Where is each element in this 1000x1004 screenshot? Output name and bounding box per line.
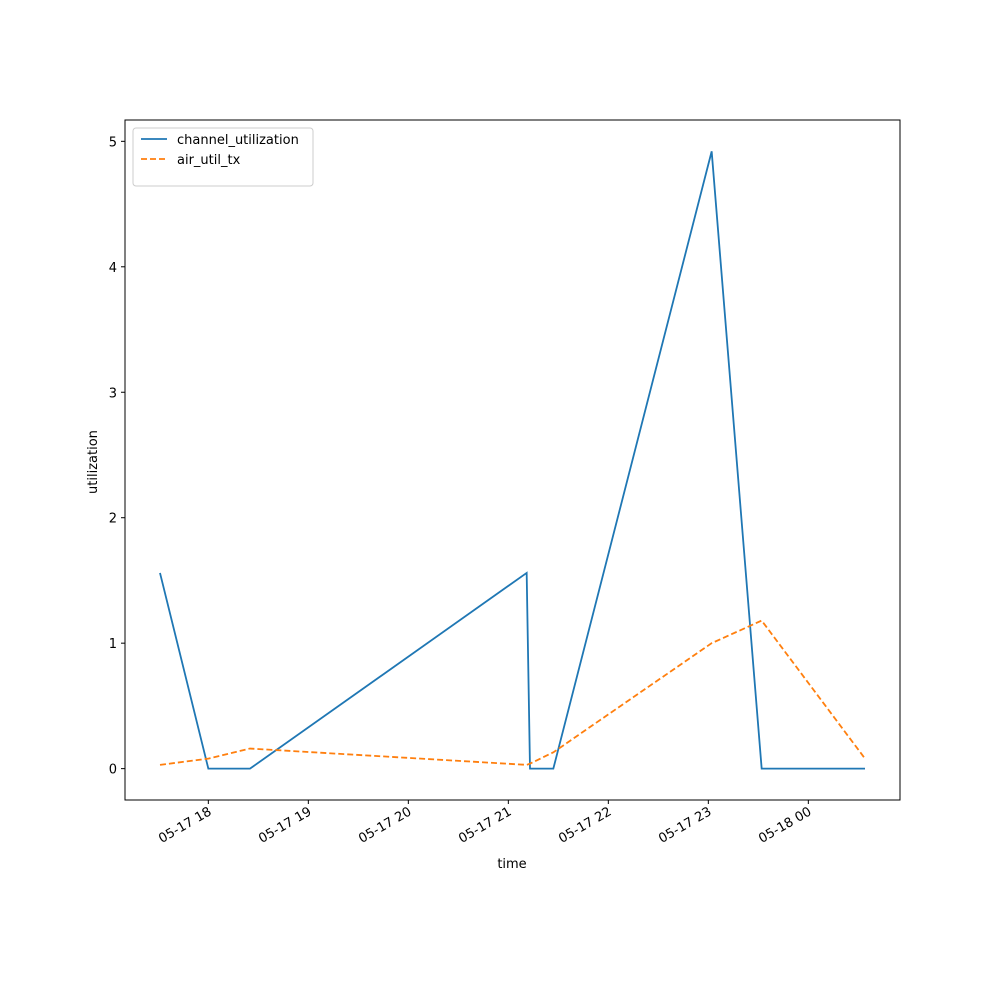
series-line [159,619,866,766]
legend: channel_utilization air_util_tx [132,127,314,187]
legend-label: channel_utilization [177,133,299,148]
y-tick-label: 4 [109,261,117,276]
x-axis-label: time [497,857,526,872]
y-tick-label: 5 [109,135,117,150]
plot-frame [124,119,901,801]
y-tick-label: 2 [109,512,117,527]
y-tick-label: 0 [109,763,117,778]
y-tick-label: 3 [109,386,117,401]
legend-box [132,127,314,187]
y-tick-label: 1 [109,637,117,652]
legend-label: air_util_tx [177,153,241,168]
series-line [159,151,865,770]
y-axis-label: utilization [86,430,101,494]
